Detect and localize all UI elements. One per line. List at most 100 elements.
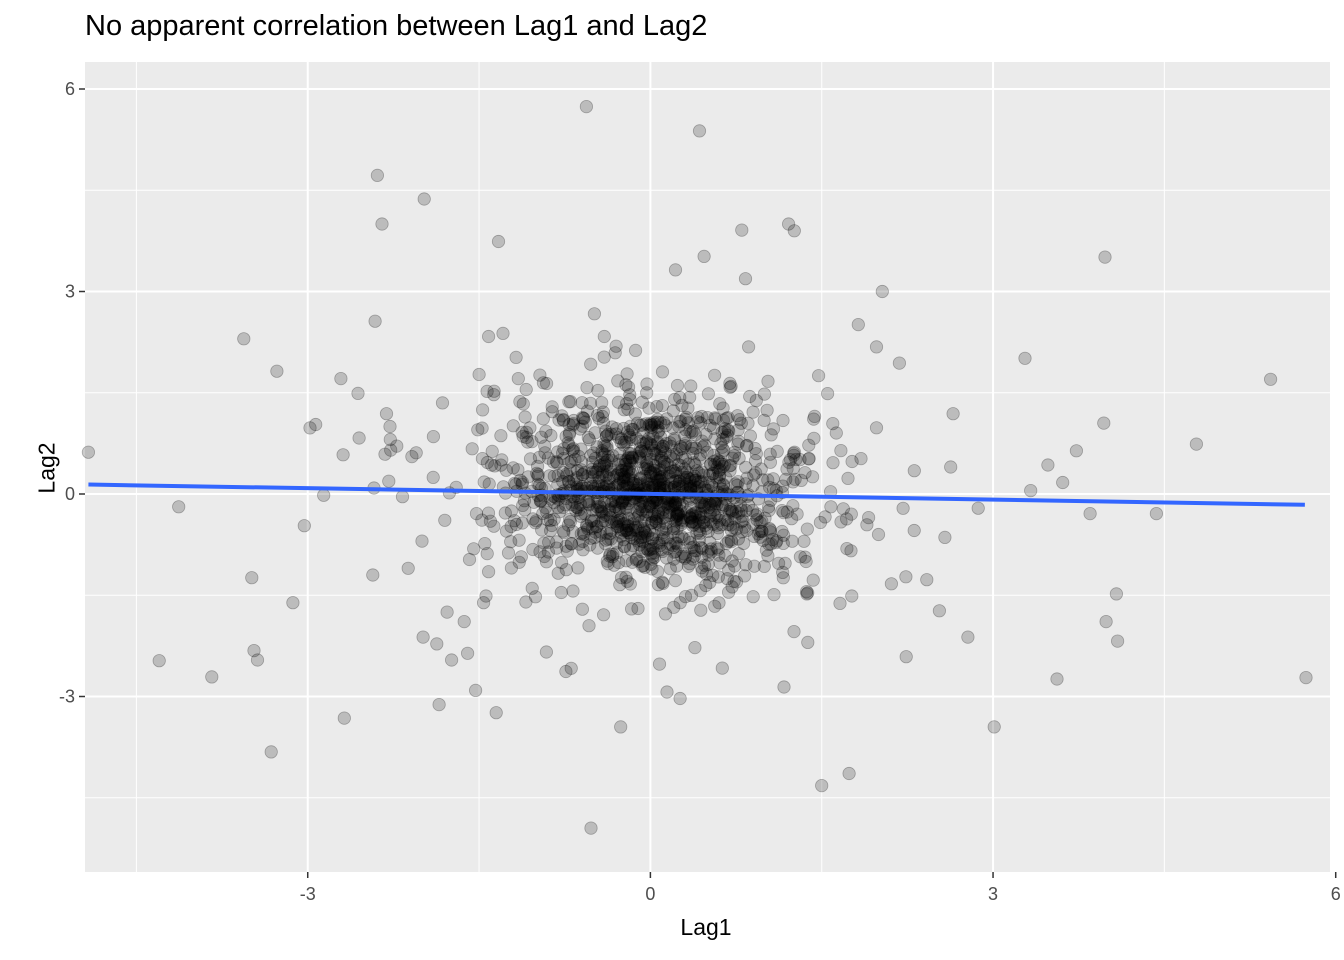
data-point [710,541,724,555]
data-point [783,452,798,467]
data-point [652,536,666,550]
data-point [517,494,532,508]
data-point [802,451,816,466]
data-point [485,444,499,458]
data-point [611,395,626,409]
data-point [472,367,486,382]
data-point [440,605,454,619]
data-point [530,466,544,480]
data-point [770,534,784,548]
data-point [695,499,709,513]
data-point [601,427,615,442]
data-point [559,563,573,577]
data-point [631,510,645,524]
data-point [334,371,348,386]
data-point [654,451,669,465]
data-point [595,468,610,482]
data-point [627,532,641,546]
data-point [683,510,697,524]
data-point [1069,444,1084,458]
data-point [708,411,722,425]
data-point [687,456,701,470]
data-point [595,504,609,518]
data-point [727,445,742,459]
data-point [674,504,688,518]
data-point [645,509,659,523]
data-point [666,404,680,418]
data-point [614,464,629,478]
data-point [664,461,678,475]
data-point [656,525,670,540]
data-point [715,498,729,512]
data-point [715,440,729,454]
data-point [787,224,801,238]
data-point [845,589,859,603]
data-point [708,432,722,446]
data-point [476,596,491,610]
data-point [756,533,770,548]
data-point [678,550,693,564]
data-point [647,463,661,477]
data-point [634,514,648,529]
data-point [644,557,658,571]
data-point [688,640,702,655]
data-point [605,550,620,564]
data-point [667,600,681,614]
data-point [460,646,475,660]
x-axis: -3 0 3 6 [300,872,1341,904]
data-point [775,503,789,518]
data-point [475,403,490,417]
data-point [556,474,570,489]
data-point [757,559,771,574]
data-point [647,417,662,431]
data-point [562,512,577,526]
data-point [297,519,311,533]
data-point [710,526,725,541]
data-point [686,519,700,533]
data-point [590,500,604,514]
data-point [584,357,598,371]
data-point [728,477,742,491]
data-point [730,478,744,493]
data-point [390,439,404,453]
data-point [544,428,558,443]
data-point [697,249,711,263]
data-point [659,419,673,433]
data-point [477,475,491,489]
data-point [467,542,481,556]
data-point [683,511,698,525]
data-point [707,508,722,522]
data-point [638,444,652,459]
data-point [666,421,680,435]
data-point [757,387,772,401]
data-point [539,645,554,659]
data-point [542,469,557,483]
data-point [634,444,649,458]
data-point [635,530,649,544]
data-point [556,466,570,480]
data-point [606,547,620,562]
data-point [634,444,648,458]
data-point [800,587,814,601]
data-point [541,545,556,559]
data-point [539,424,553,438]
data-point [684,379,698,393]
data-point [763,447,777,461]
data-point [588,465,603,479]
data-point [609,422,624,436]
data-point [590,465,604,479]
data-point [685,514,700,529]
data-point [609,339,623,353]
data-point [646,430,660,444]
data-point [598,439,612,453]
data-point [718,422,732,436]
data-point [892,356,907,370]
data-point [706,466,720,480]
data-point [545,518,559,533]
data-point [674,459,689,473]
data-point [633,471,647,485]
data-point [680,505,694,519]
data-point [585,465,600,479]
data-point [659,436,673,451]
data-point [566,584,580,598]
